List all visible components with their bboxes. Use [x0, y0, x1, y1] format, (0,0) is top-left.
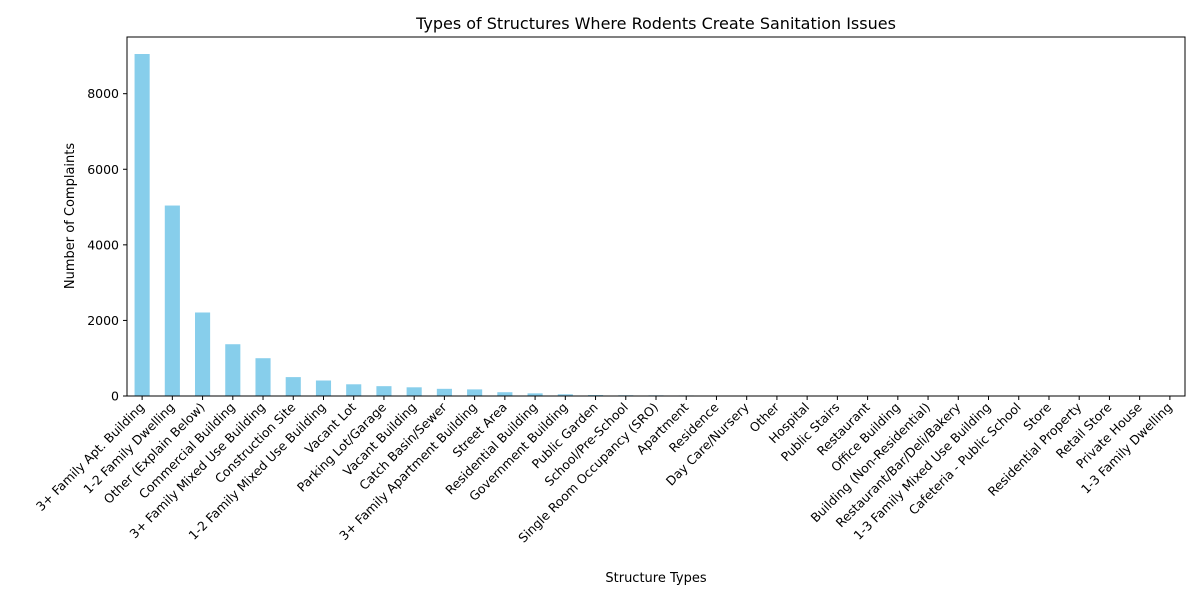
bar — [376, 386, 392, 396]
bar — [164, 205, 180, 396]
bar — [467, 389, 483, 396]
bar — [195, 312, 211, 396]
chart-title: Types of Structures Where Rodents Create… — [415, 14, 896, 33]
bar — [134, 54, 150, 396]
bar — [497, 392, 513, 396]
y-axis-ticks: 0 2000 4000 6000 8000 — [87, 86, 127, 404]
bar — [315, 380, 332, 396]
y-tick-label: 8000 — [87, 86, 119, 101]
bar — [436, 388, 452, 396]
bar — [527, 393, 543, 396]
y-tick-label: 2000 — [87, 313, 119, 328]
bar — [255, 358, 271, 396]
y-axis-label: Number of Complaints — [63, 143, 78, 289]
bar — [557, 394, 573, 396]
bar — [406, 387, 422, 396]
bar — [225, 344, 241, 396]
y-tick-label: 4000 — [87, 237, 119, 252]
y-tick-label: 6000 — [87, 162, 119, 177]
bar — [346, 384, 362, 396]
y-tick-label: 0 — [111, 389, 119, 404]
bars-group — [134, 54, 1178, 396]
plot-frame — [126, 36, 1186, 397]
bar — [285, 377, 301, 396]
x-axis-label: Structure Types — [605, 571, 706, 586]
